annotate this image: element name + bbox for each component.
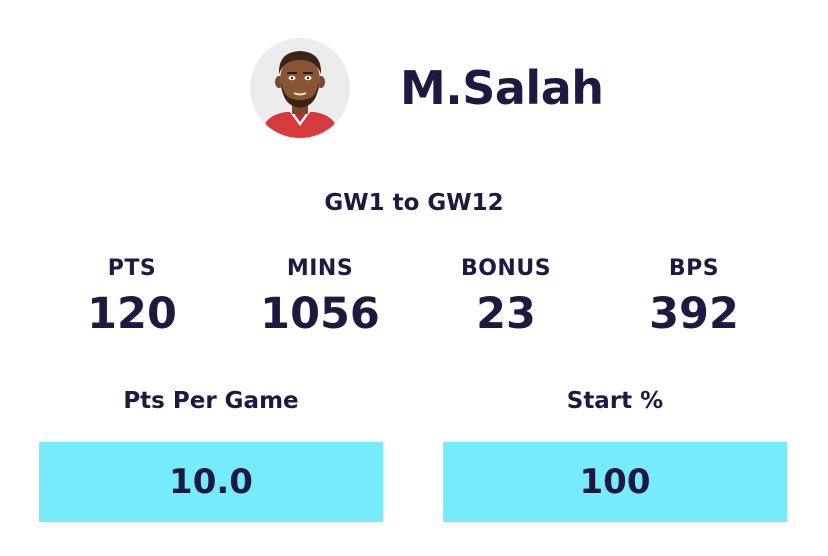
stat-label: PTS — [107, 256, 157, 281]
player-name: M.Salah — [400, 61, 604, 115]
stat-mins: MINS 1056 — [240, 254, 400, 342]
stat-label: BONUS — [460, 256, 552, 281]
stat-value: 120 — [87, 289, 177, 339]
pts-per-game-label: Pts Per Game — [123, 388, 299, 414]
player-header: M.Salah — [250, 38, 650, 138]
stat-value: 392 — [649, 289, 739, 339]
stat-value: 1056 — [260, 289, 380, 339]
pts-per-game-value: 10.0 — [39, 442, 383, 522]
stat-pts: PTS 120 — [52, 254, 212, 342]
start-pct-value: 100 — [443, 442, 787, 522]
player-avatar-icon — [262, 51, 338, 138]
stat-bps: BPS 392 — [614, 254, 774, 342]
player-avatar — [250, 38, 350, 138]
stat-label: BPS — [668, 256, 720, 281]
start-pct-label: Start % — [566, 388, 664, 414]
stat-value: 23 — [476, 289, 536, 339]
stat-bonus: BONUS 23 — [426, 254, 586, 342]
gameweek-range: GW1 to GW12 — [324, 190, 504, 216]
stat-label: MINS — [286, 256, 354, 281]
